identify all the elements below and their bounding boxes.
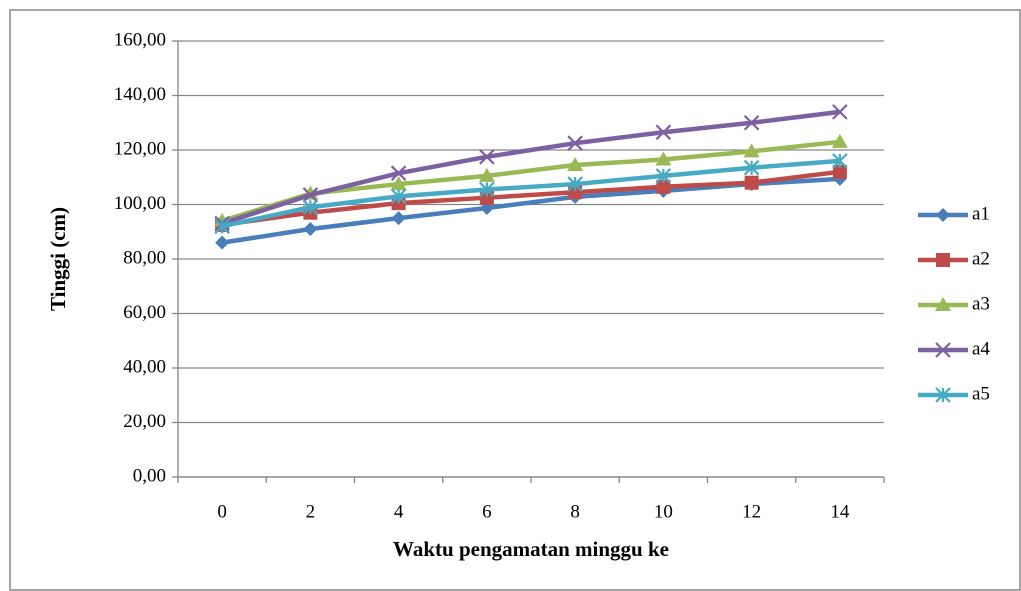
legend-marker <box>935 342 951 358</box>
marker <box>832 153 848 169</box>
legend-label: a2 <box>972 248 990 269</box>
marker <box>656 179 671 194</box>
marker <box>390 176 407 191</box>
y-tick-label: 60,00 <box>123 302 166 323</box>
legend-label: a1 <box>972 203 990 224</box>
x-tick-label: 8 <box>570 501 580 522</box>
series <box>214 153 848 235</box>
y-tick-label: 140,00 <box>114 84 166 105</box>
marker <box>479 149 495 165</box>
x-tick-label: 6 <box>482 501 492 522</box>
legend-marker <box>935 387 951 403</box>
marker <box>478 167 495 182</box>
marker <box>655 124 672 141</box>
marker <box>655 151 672 166</box>
legend-label: a3 <box>972 293 990 314</box>
legend-marker <box>935 297 951 311</box>
marker <box>390 188 407 205</box>
marker <box>391 211 406 226</box>
marker <box>567 176 583 192</box>
marker <box>832 104 848 120</box>
marker <box>743 114 760 131</box>
x-tick-label: 4 <box>394 501 404 522</box>
marker <box>303 222 318 237</box>
y-tick-label: 20,00 <box>123 411 166 432</box>
legend-label: a5 <box>972 383 990 404</box>
y-tick-label: 80,00 <box>123 247 166 268</box>
legend-marker <box>936 253 950 267</box>
x-axis-title: Waktu pengamatan minggu ke <box>393 537 669 561</box>
x-tick-label: 2 <box>306 501 316 522</box>
marker <box>390 165 407 181</box>
legend-label: a4 <box>972 338 990 359</box>
y-tick-label: 0,00 <box>133 465 166 486</box>
marker <box>744 175 759 190</box>
marker <box>567 135 583 151</box>
marker <box>743 143 760 158</box>
y-tick-label: 40,00 <box>123 356 166 377</box>
marker <box>302 187 319 203</box>
marker <box>567 156 584 171</box>
legend-marker <box>936 208 950 222</box>
x-tick-label: 14 <box>830 501 850 522</box>
x-tick-label: 0 <box>217 501 227 522</box>
marker <box>831 133 848 148</box>
marker <box>743 159 760 176</box>
x-tick-label: 10 <box>654 501 673 522</box>
marker <box>215 235 230 250</box>
y-tick-label: 100,00 <box>114 193 166 214</box>
marker <box>832 164 847 179</box>
x-tick-label: 12 <box>742 501 761 522</box>
marker <box>214 218 230 235</box>
y-axis-title: Tinggi (cm) <box>46 207 70 311</box>
series-line <box>221 169 841 228</box>
series-line <box>221 109 841 226</box>
series-line <box>221 158 841 229</box>
y-tick-label: 120,00 <box>114 138 166 159</box>
marker <box>302 199 319 216</box>
marker <box>655 168 672 184</box>
marker <box>479 181 495 198</box>
y-tick-label: 160,00 <box>114 29 166 50</box>
